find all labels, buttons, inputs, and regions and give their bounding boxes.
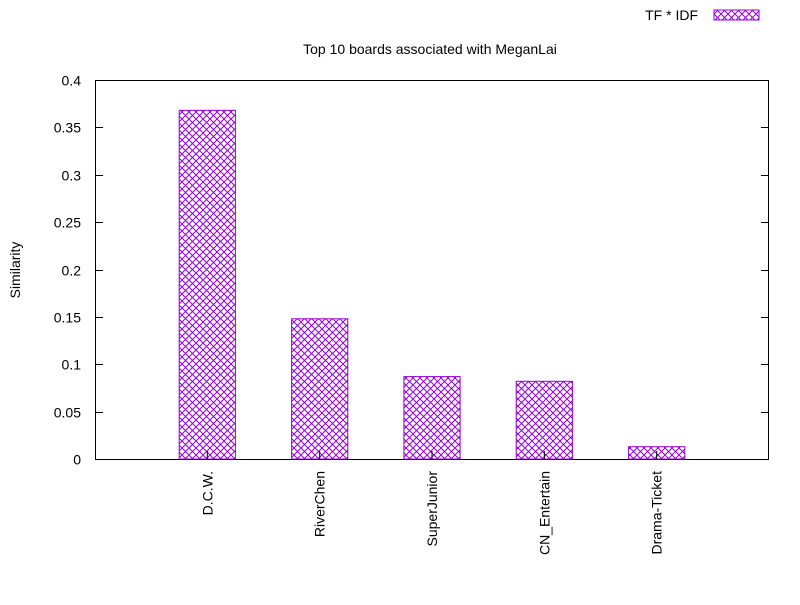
y-tick-label: 0.25 bbox=[54, 215, 81, 231]
x-tick-label: CN_Entertain bbox=[536, 471, 552, 555]
y-axis-label: Similarity bbox=[7, 242, 23, 299]
y-tick-label: 0.4 bbox=[62, 73, 82, 89]
x-axis-ticks: D.C.W. RiverChen SuperJunior CN_Entertain Dr… bbox=[199, 451, 665, 555]
x-tick-label: D.C.W. bbox=[199, 471, 215, 515]
x-tick-label: RiverChen bbox=[312, 471, 328, 537]
bar-superjunior bbox=[403, 376, 461, 460]
y-tick-label: 0 bbox=[73, 452, 81, 468]
y-tick-label: 0.15 bbox=[54, 310, 81, 326]
chart-title: Top 10 boards associated with MeganLai bbox=[303, 41, 557, 57]
legend-label-tf-idf: TF * IDF bbox=[645, 7, 698, 23]
x-tick-label: Drama-Ticket bbox=[649, 471, 665, 555]
bar-riverchen bbox=[291, 318, 349, 460]
y-tick-label: 0.3 bbox=[62, 168, 82, 184]
y-tick-label: 0.05 bbox=[54, 405, 81, 421]
y-tick-label: 0.1 bbox=[62, 357, 82, 373]
bars bbox=[178, 109, 686, 460]
y-tick-label: 0.35 bbox=[54, 120, 81, 136]
y-tick-label: 0.2 bbox=[62, 263, 82, 279]
legend: TF * IDF bbox=[645, 7, 760, 23]
y-axis-ticks: 0 0.05 0.1 0.15 0.2 0.25 0.3 0.35 0.4 bbox=[54, 73, 769, 468]
bar-d-c-w bbox=[178, 109, 236, 460]
bar-cn-entertain bbox=[515, 380, 573, 460]
legend-swatch-tf-idf bbox=[713, 9, 760, 21]
x-tick-label: SuperJunior bbox=[424, 471, 440, 547]
